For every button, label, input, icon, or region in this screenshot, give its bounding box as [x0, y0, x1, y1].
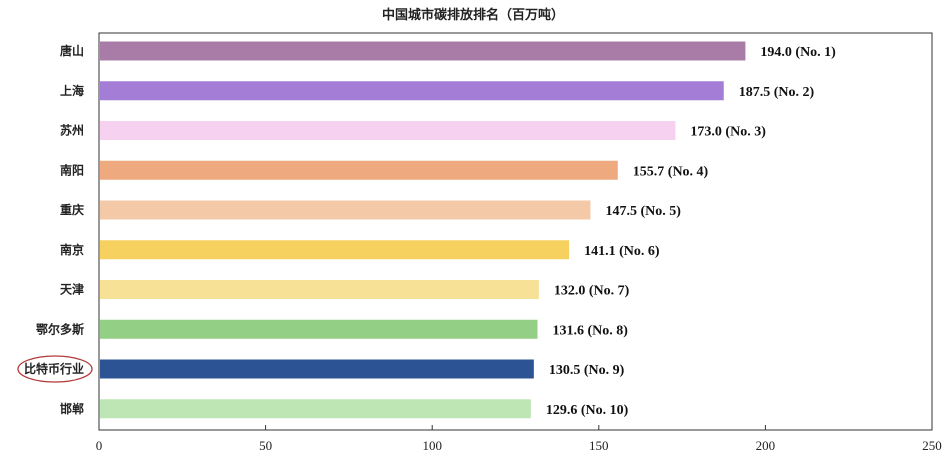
value-label-10: 129.6 (No. 10)	[546, 403, 629, 418]
value-label-5: 147.5 (No. 5)	[605, 204, 681, 219]
value-label-6: 141.1 (No. 6)	[584, 244, 660, 259]
x-tick-label-250: 250	[922, 438, 942, 453]
category-label-8: 鄂尔多斯	[36, 321, 84, 336]
category-label-9: 比特币行业	[24, 361, 84, 376]
category-label-1: 唐山	[60, 43, 84, 58]
category-label-2: 上海	[60, 83, 84, 98]
x-tick-label-100: 100	[422, 438, 442, 453]
highlight-ellipse	[17, 355, 93, 383]
x-tick-label-0: 0	[96, 438, 103, 453]
bar-5	[100, 200, 591, 220]
category-label-4: 南阳	[60, 162, 84, 177]
x-tick-label-150: 150	[589, 438, 609, 453]
category-label-7: 天津	[60, 282, 84, 297]
bar-3	[100, 121, 676, 140]
bar-7	[100, 280, 539, 299]
value-label-9: 130.5 (No. 9)	[549, 363, 625, 378]
bar-1	[100, 41, 746, 61]
plot-frame	[98, 32, 933, 431]
category-label-5: 重庆	[60, 202, 84, 217]
value-labels: 194.0 (No. 1) 187.5 (No. 2) 173.0 (No. 3) 1…	[546, 45, 836, 418]
x-tick-label-50: 50	[259, 438, 272, 453]
bars-group	[100, 41, 746, 419]
bar-9	[100, 359, 534, 379]
category-label-3: 苏州	[60, 123, 84, 138]
chart-title: 中国城市碳排放排名（百万吨）	[381, 8, 564, 23]
value-label-1: 194.0 (No. 1)	[760, 45, 836, 60]
value-label-3: 173.0 (No. 3)	[690, 125, 766, 140]
bar-10	[100, 399, 531, 419]
x-axis: 0 50 100 150 200 250	[96, 425, 942, 453]
category-label-10: 邯郸	[60, 401, 84, 416]
value-label-8: 131.6 (No. 8)	[552, 323, 628, 338]
value-label-2: 187.5 (No. 2)	[739, 85, 815, 100]
x-tick-label-200: 200	[756, 438, 776, 453]
category-label-6: 南京	[60, 242, 84, 257]
bar-6	[100, 240, 570, 260]
bar-4	[100, 160, 618, 180]
bar-2	[100, 81, 724, 101]
bar-8	[100, 319, 538, 339]
value-label-4: 155.7 (No. 4)	[633, 164, 709, 179]
value-label-7: 132.0 (No. 7)	[554, 284, 630, 299]
